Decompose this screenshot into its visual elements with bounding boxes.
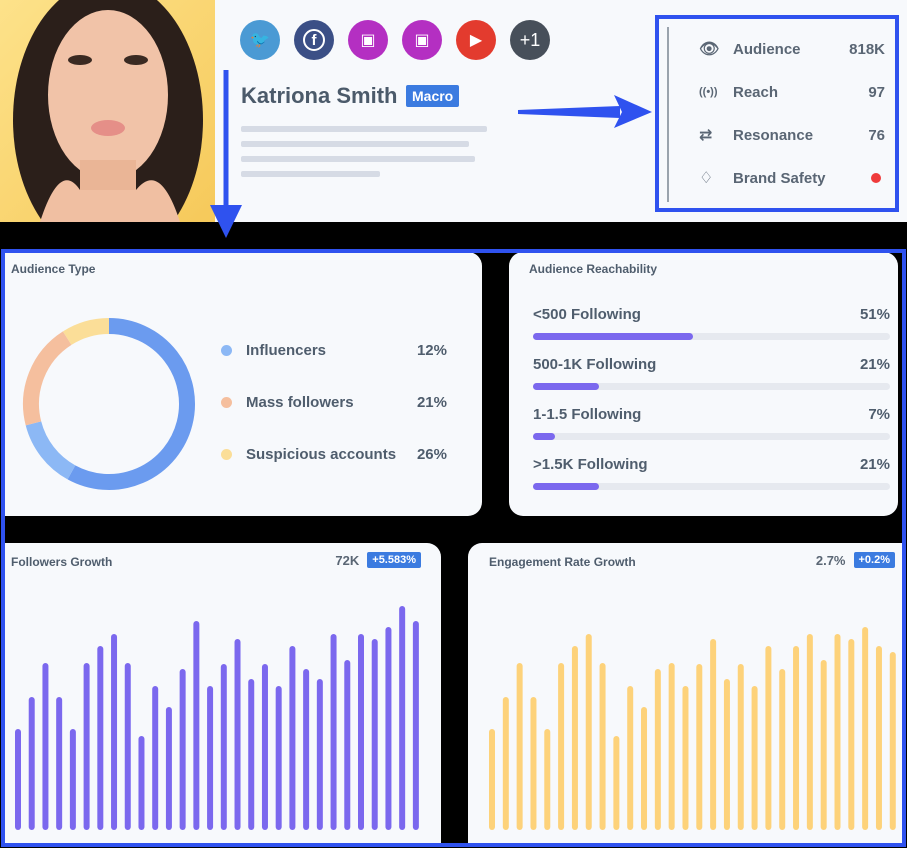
bio-placeholder-line	[241, 141, 469, 147]
donut-segment	[25, 421, 76, 480]
donut-segment	[62, 318, 110, 346]
legend-value: 12%	[416, 342, 447, 359]
stat-value: 97	[868, 83, 885, 101]
legend-label: Influencers	[246, 342, 327, 359]
progress-track	[533, 383, 890, 390]
facebook-link[interactable]: f	[294, 20, 334, 60]
divider	[667, 27, 669, 202]
engagement-change-badge: +0.2%	[853, 552, 895, 568]
legend-dot	[221, 449, 232, 460]
followers-growth-chart	[15, 606, 419, 830]
stat-reach: ((•)) Reach 97	[699, 80, 885, 104]
row-value: 7%	[868, 406, 890, 423]
row-label: <500 Following	[533, 306, 641, 323]
youtube-icon: ▶	[469, 32, 483, 49]
engagement-value: 2.7%	[815, 552, 846, 568]
progress-fill	[533, 383, 599, 390]
followers-value: 72K	[335, 552, 360, 568]
stat-brand-safety: ♢ Brand Safety	[699, 166, 885, 190]
status-dot	[871, 173, 881, 183]
legend-item: Mass followers 21%	[221, 394, 447, 411]
audience-reachability-card: Audience Reachability <500 Following 51% 5…	[509, 252, 898, 516]
tier-badge: Macro	[406, 85, 460, 107]
stat-label: Brand Safety	[733, 169, 826, 187]
instagram-icon: ▣	[414, 32, 430, 49]
row-label: 500-1K Following	[533, 356, 657, 373]
stat-resonance: ⇄ Resonance 76	[699, 123, 885, 147]
instagram-link[interactable]: ▣	[348, 20, 388, 60]
legend-dot	[221, 397, 232, 408]
twitter-icon: 🐦	[250, 32, 270, 49]
bio-placeholder-line	[241, 156, 475, 162]
youtube-link[interactable]: ▶	[456, 20, 496, 60]
audience-type-card: Audience Type Influencers 12% Mass followe…	[3, 252, 482, 516]
progress-fill	[533, 433, 555, 440]
legend-label: Suspicious accounts	[246, 446, 397, 463]
legend-label: Mass followers	[246, 394, 354, 411]
legend-dot	[221, 345, 232, 356]
more-count: +1	[519, 29, 541, 50]
card-title: Audience Reachability	[529, 262, 658, 276]
donut-segment	[67, 318, 195, 490]
reachability-row: 500-1K Following 21%	[533, 356, 890, 390]
legend-value: 21%	[416, 394, 447, 411]
followers-growth-card: Followers Growth 72K +5.583%	[3, 543, 441, 845]
annotation-arrows	[210, 70, 652, 238]
instagram-link[interactable]: ▣	[402, 20, 442, 60]
arrow-down-icon	[210, 70, 242, 238]
diamond-icon: ♢	[699, 170, 714, 187]
more-link[interactable]: +1	[510, 20, 550, 60]
bio-placeholder-line	[241, 171, 380, 177]
reachability-row: <500 Following 51%	[533, 306, 890, 340]
progress-fill	[533, 333, 694, 340]
bio-placeholder-line	[241, 126, 487, 132]
donut-segment	[23, 331, 72, 426]
repeat-icon: ⇄	[699, 127, 713, 144]
followers-change-badge: +5.583%	[367, 552, 421, 568]
progress-track	[533, 333, 890, 340]
row-value: 21%	[859, 356, 890, 373]
instagram-icon: ▣	[360, 32, 376, 49]
progress-track	[533, 433, 890, 440]
card-title: Followers Growth	[11, 555, 113, 569]
card-title: Engagement Rate Growth	[489, 555, 636, 569]
influencer-name: Katriona Smith	[241, 83, 398, 108]
audience-type-donut	[23, 318, 195, 490]
engagement-rate-chart	[489, 627, 896, 830]
profile-photo	[0, 0, 215, 222]
engagement-rate-card: Engagement Rate Growth 2.7% +0.2%	[468, 543, 905, 845]
legend-item: Influencers 12%	[221, 342, 447, 359]
stat-value: 76	[868, 126, 885, 144]
progress-fill	[533, 483, 599, 490]
stat-audience: 👁 Audience 818K	[699, 37, 885, 61]
stat-label: Resonance	[733, 126, 814, 144]
arrow-right-icon	[518, 95, 652, 128]
twitter-link[interactable]: 🐦	[240, 20, 280, 60]
reachability-row: >1.5K Following 21%	[533, 456, 890, 490]
legend-value: 26%	[416, 446, 447, 463]
stats-panel: 👁 Audience 818K ((•)) Reach 97 ⇄ Resonance 76 ♢ Br…	[655, 15, 899, 212]
row-label: >1.5K Following	[533, 456, 648, 473]
progress-track	[533, 483, 890, 490]
facebook-icon: f	[303, 29, 325, 51]
row-value: 21%	[859, 456, 890, 473]
row-label: 1-1.5 Following	[533, 406, 642, 423]
stat-label: Reach	[733, 83, 779, 101]
reachability-row: 1-1.5 Following 7%	[533, 406, 890, 440]
card-title: Audience Type	[11, 262, 96, 276]
stat-value: 818K	[849, 40, 885, 58]
broadcast-icon: ((•))	[699, 86, 718, 98]
stat-label: Audience	[733, 40, 801, 58]
legend-item: Suspicious accounts 26%	[221, 446, 447, 463]
row-value: 51%	[859, 306, 890, 323]
avatar	[13, 0, 203, 222]
eye-icon: 👁	[699, 41, 720, 58]
